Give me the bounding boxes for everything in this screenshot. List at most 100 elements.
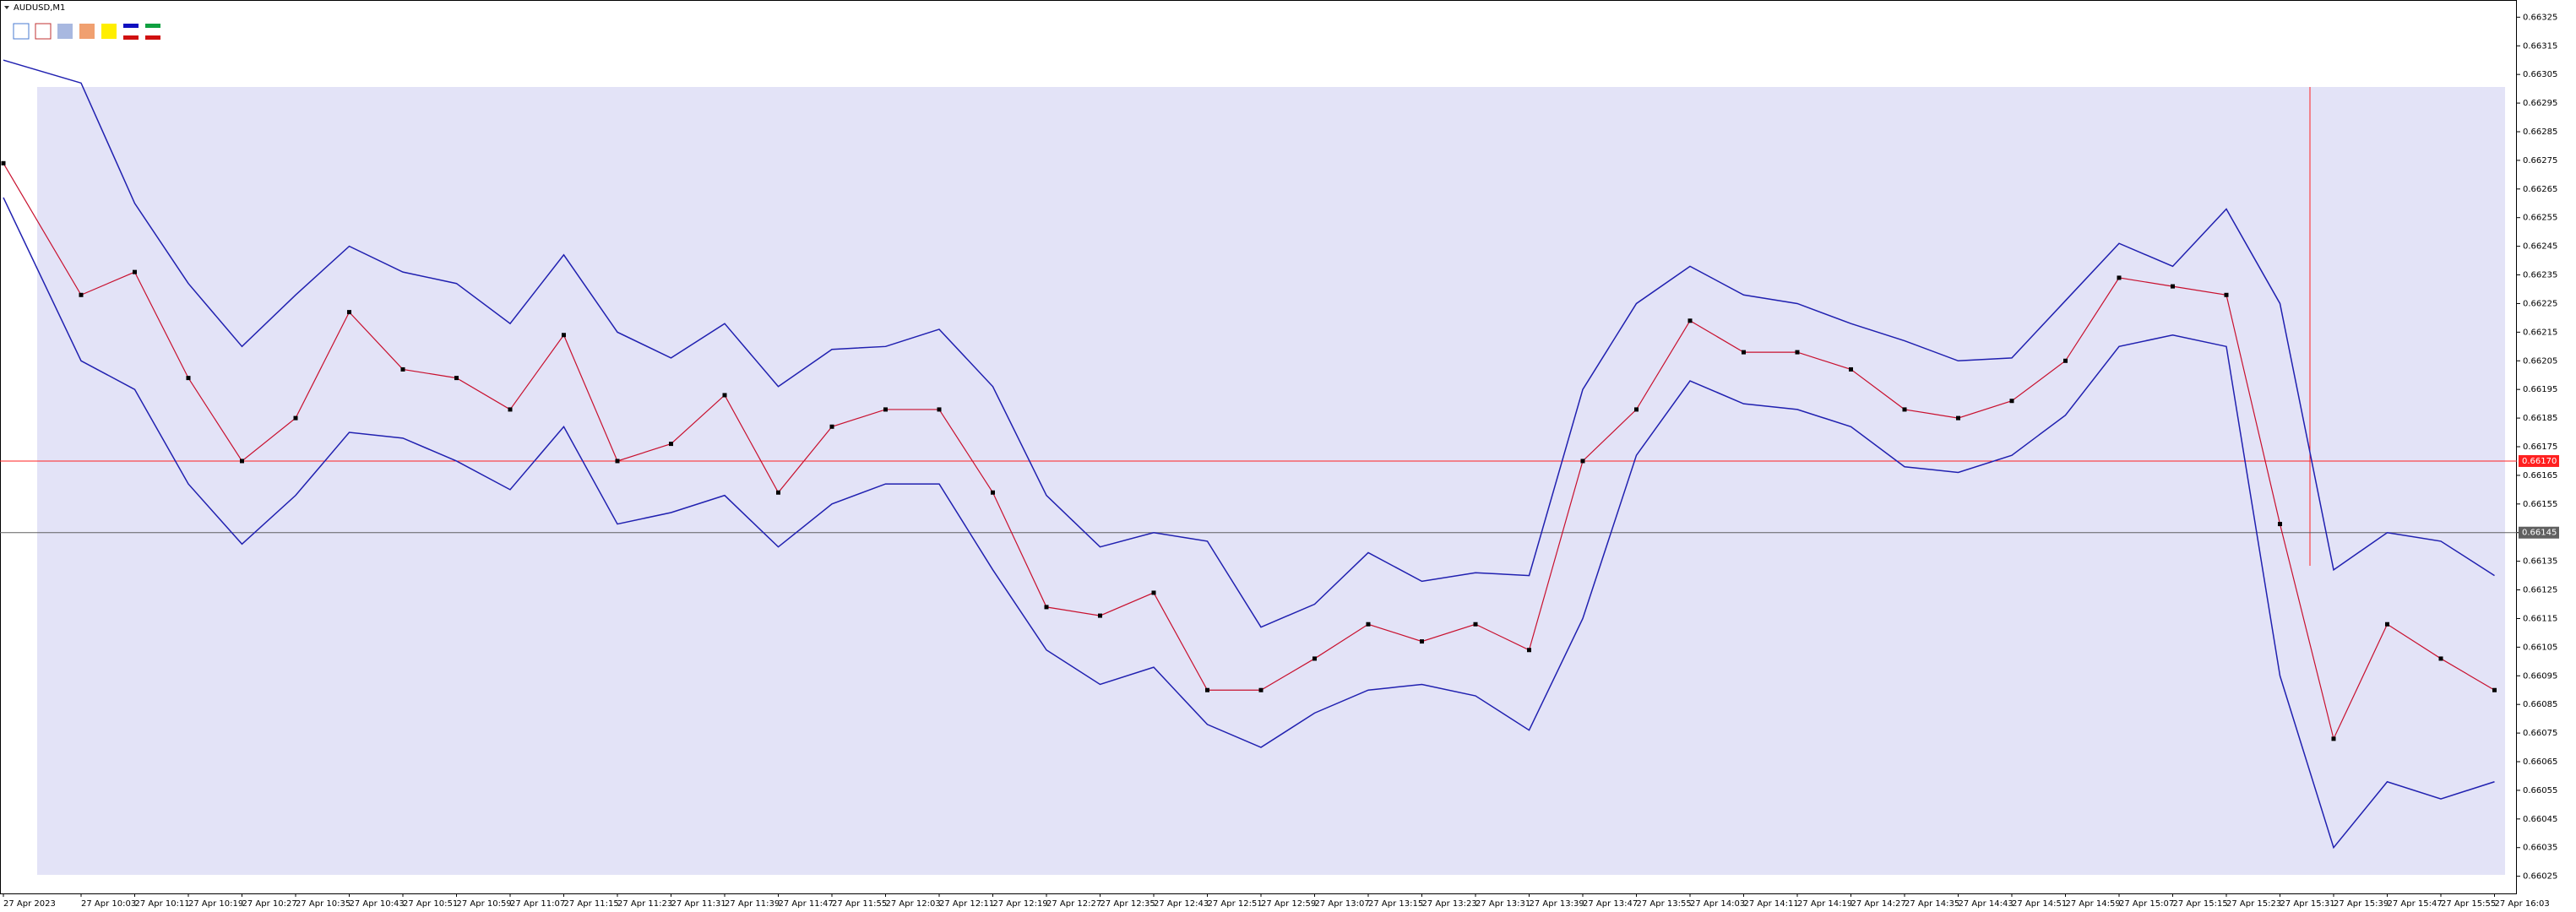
x-tick-label: 27 Apr 11:55 <box>832 899 887 909</box>
menu-arrow <box>4 6 9 9</box>
x-tick-label: 27 Apr 12:11 <box>939 899 994 909</box>
x-tick-label: 27 Apr 11:15 <box>564 899 619 909</box>
y-tick-label: 0.66055 <box>2523 786 2557 795</box>
x-tick-label: 27 Apr 13:07 <box>1315 899 1370 909</box>
x-tick-label: 27 Apr 15:47 <box>2388 899 2443 909</box>
tool-icon[interactable] <box>13 23 30 40</box>
x-tick-label: 27 Apr 12:19 <box>993 899 1048 909</box>
y-tick-label: 0.66105 <box>2523 643 2557 652</box>
tool-icon[interactable] <box>79 24 95 39</box>
close-point <box>2385 622 2389 627</box>
close-point <box>1849 366 1853 372</box>
y-tick-label: 0.66045 <box>2523 815 2557 824</box>
y-tick-label: 0.66235 <box>2523 271 2557 280</box>
y-tick-label: 0.66225 <box>2523 299 2557 308</box>
close-point <box>1366 622 1371 627</box>
close-point <box>1 160 6 166</box>
close-point <box>133 269 137 274</box>
x-tick-label: 27 Apr 13:15 <box>1368 899 1423 909</box>
x-tick-label: 27 Apr 14:11 <box>1744 899 1799 909</box>
close-point <box>2009 399 2014 404</box>
close-point <box>883 407 888 412</box>
close-point <box>1795 350 1800 355</box>
y-tick-label: 0.66205 <box>2523 356 2557 366</box>
price-label-box <box>2519 526 2559 539</box>
x-tick-label: 27 Apr 14:35 <box>1905 899 1959 909</box>
y-tick-label: 0.66165 <box>2523 471 2557 480</box>
y-tick-label: 0.66185 <box>2523 414 2557 423</box>
close-point <box>454 376 459 381</box>
tool-icon[interactable] <box>101 24 117 39</box>
x-tick-label: 27 Apr 11:23 <box>617 899 672 909</box>
tool-icon[interactable] <box>123 24 139 28</box>
close-point <box>1312 656 1317 661</box>
y-tick-label: 0.66255 <box>2523 214 2557 223</box>
y-tick-label: 0.66275 <box>2523 156 2557 166</box>
close-point <box>347 310 351 315</box>
x-tick-label: 27 Apr 13:47 <box>1583 899 1638 909</box>
tool-icon[interactable] <box>123 35 139 40</box>
tool-icon[interactable] <box>145 24 160 28</box>
x-tick-label: 27 Apr 10:51 <box>403 899 458 909</box>
y-tick-label: 0.66315 <box>2523 41 2557 51</box>
close-point <box>1098 613 1102 618</box>
y-tick-label: 0.66115 <box>2523 614 2557 623</box>
x-tick-label: 27 Apr 12:59 <box>1261 899 1316 909</box>
x-tick-label: 27 Apr 10:43 <box>350 899 405 909</box>
y-tick-label: 0.66095 <box>2523 671 2557 681</box>
tool-icon[interactable] <box>145 35 160 40</box>
close-point <box>240 459 244 464</box>
x-tick-label: 27 Apr 16:03 <box>2495 899 2550 909</box>
y-tick-label: 0.66125 <box>2523 586 2557 595</box>
y-tick-label: 0.66065 <box>2523 757 2557 767</box>
x-tick-label: 27 Apr 14:27 <box>1851 899 1906 909</box>
y-tick-label: 0.66295 <box>2523 99 2557 108</box>
close-point <box>1527 648 1531 653</box>
price-line <box>3 59 2495 628</box>
y-tick-label: 0.66265 <box>2523 185 2557 194</box>
y-tick-label: 0.66325 <box>2523 13 2557 22</box>
close-point <box>615 459 620 464</box>
close-point <box>1634 407 1639 412</box>
close-point <box>2331 736 2336 741</box>
y-tick-label: 0.66135 <box>2523 557 2557 567</box>
y-tick-label: 0.66175 <box>2523 442 2557 452</box>
close-point <box>79 292 84 297</box>
close-point <box>991 490 995 495</box>
close-point <box>669 442 673 447</box>
tool-icon[interactable] <box>57 24 73 39</box>
close-point <box>829 424 834 429</box>
y-tick-label: 0.66285 <box>2523 128 2557 137</box>
x-tick-label: 27 Apr 14:43 <box>1959 899 2014 909</box>
x-tick-label: 27 Apr 15:55 <box>2441 899 2496 909</box>
close-point <box>2438 656 2443 661</box>
x-tick-label: 27 Apr 15:31 <box>2280 899 2335 909</box>
close-point <box>1420 639 1424 644</box>
highlight-zone <box>37 87 2505 875</box>
x-tick-label: 27 Apr 15:07 <box>2119 899 2174 909</box>
y-tick-label: 0.66155 <box>2523 500 2557 509</box>
close-point <box>508 407 513 412</box>
y-tick-label: 0.66035 <box>2523 844 2557 853</box>
close-point <box>937 407 942 412</box>
close-point <box>1687 318 1693 323</box>
close-point <box>1580 459 1585 464</box>
close-point <box>2063 358 2068 363</box>
close-point <box>1044 605 1049 610</box>
x-tick-label: 27 Apr 12:03 <box>886 899 941 909</box>
close-point <box>1151 590 1156 595</box>
tool-icon[interactable] <box>35 23 52 40</box>
y-tick-label: 0.66245 <box>2523 242 2557 252</box>
close-point <box>293 415 298 421</box>
x-tick-label: 27 Apr 10:59 <box>457 899 512 909</box>
x-tick-label: 27 Apr 15:15 <box>2173 899 2228 909</box>
price-label: 0.66145 <box>2522 529 2557 538</box>
y-tick-label: 0.66305 <box>2523 70 2557 79</box>
y-tick-label: 0.66195 <box>2523 385 2557 394</box>
close-point <box>1258 687 1264 692</box>
close-point <box>1473 622 1478 627</box>
price-label-box <box>2519 454 2559 467</box>
x-tick-label: 27 Apr 10:11 <box>135 899 190 909</box>
x-tick-label: 27 Apr 13:23 <box>1422 899 1477 909</box>
